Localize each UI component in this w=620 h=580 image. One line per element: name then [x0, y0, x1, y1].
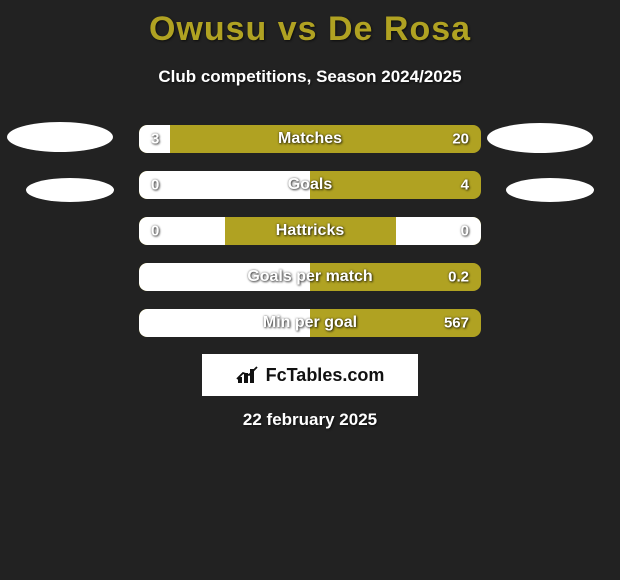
stat-value-left: 0 — [151, 177, 159, 194]
page-subtitle: Club competitions, Season 2024/2025 — [0, 67, 620, 87]
stat-label: Goals — [288, 176, 332, 194]
stat-row: 0 4 Goals — [139, 171, 481, 199]
stat-row: 0.2 Goals per match — [139, 263, 481, 291]
decorative-ellipse — [487, 123, 593, 153]
brand-text: FcTables.com — [266, 365, 385, 386]
decorative-ellipse — [26, 178, 114, 202]
stat-value-right: 0 — [461, 223, 469, 240]
brand-badge: FcTables.com — [202, 354, 418, 396]
stat-value-left: 0 — [151, 223, 159, 240]
stat-value-right: 20 — [452, 131, 469, 148]
decorative-ellipse — [7, 122, 113, 152]
stat-value-right: 4 — [461, 177, 469, 194]
stat-label: Hattricks — [276, 222, 344, 240]
stat-row: 0 0 Hattricks — [139, 217, 481, 245]
bar-fill-left — [139, 171, 310, 199]
comparison-bars: 3 20 Matches 0 4 Goals 0 0 Hattricks 0.2 Goals per… — [139, 125, 481, 355]
stat-row: 567 Min per goal — [139, 309, 481, 337]
stat-row: 3 20 Matches — [139, 125, 481, 153]
stat-label: Min per goal — [263, 314, 357, 332]
footer-date: 22 february 2025 — [243, 410, 377, 430]
stat-value-left: 3 — [151, 131, 159, 148]
stat-label: Goals per match — [247, 268, 372, 286]
stat-value-right: 0.2 — [448, 269, 469, 286]
stat-label: Matches — [278, 130, 342, 148]
page-title: Owusu vs De Rosa — [0, 0, 620, 49]
stat-value-right: 567 — [444, 315, 469, 332]
decorative-ellipse — [506, 178, 594, 202]
bar-chart-icon — [236, 365, 260, 385]
